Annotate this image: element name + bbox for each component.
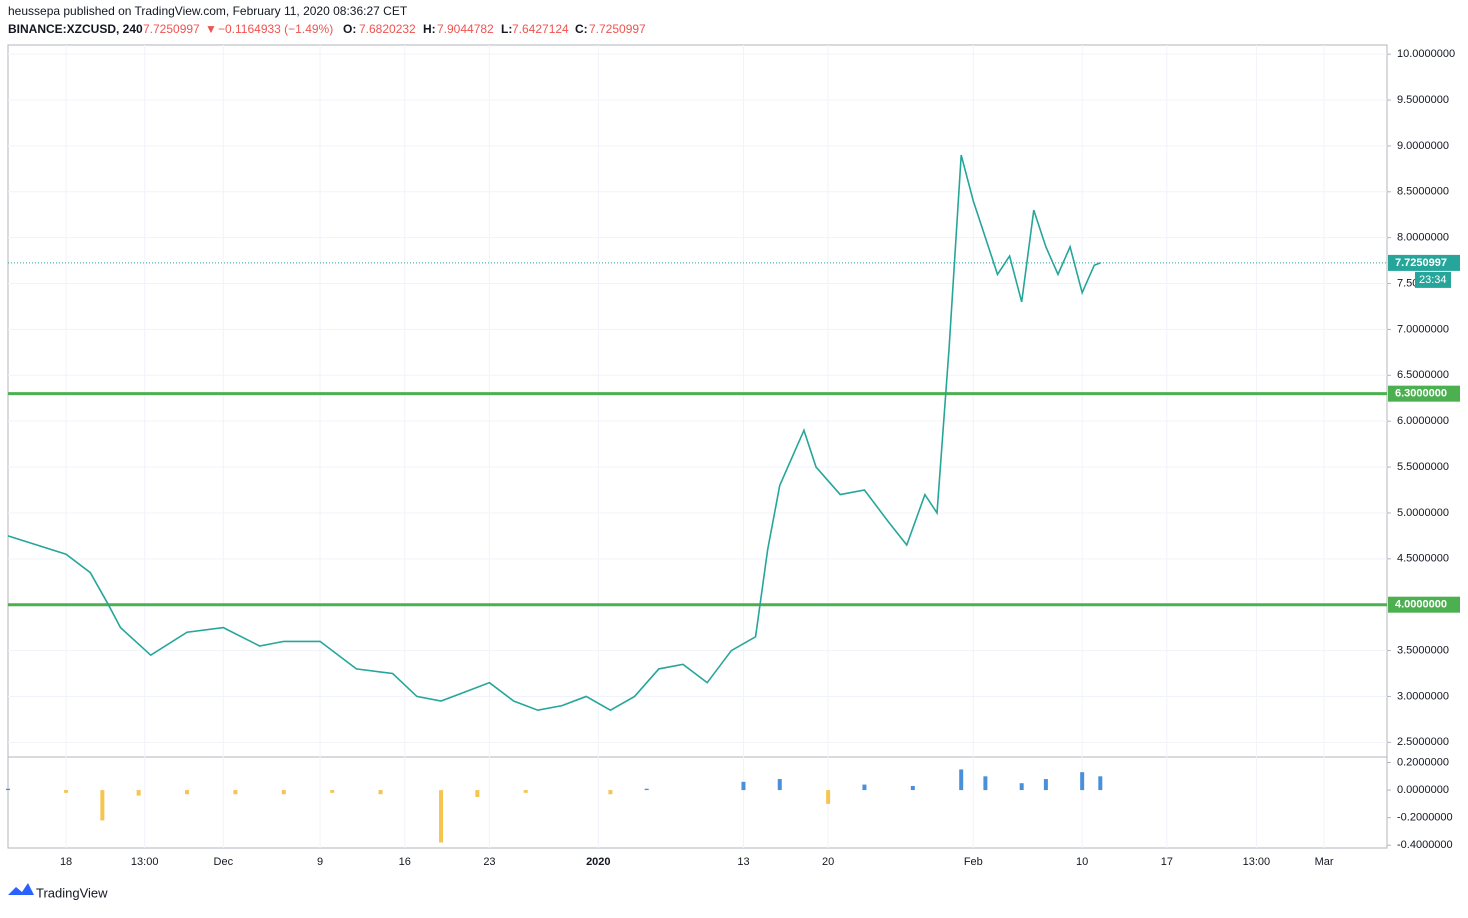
x-tick-label: Mar [1315, 856, 1334, 868]
x-tick-label: 16 [399, 856, 411, 868]
h-label: H: [423, 22, 436, 36]
osc-bar [233, 790, 238, 795]
last-price-label: 7.7250997 [1395, 257, 1447, 269]
x-tick-label: 23 [483, 856, 495, 868]
y-tick-label: 0.2000000 [1397, 756, 1449, 768]
symbol: BINANCE:XZCUSD, 240 [8, 22, 143, 36]
countdown: 23:34 [1419, 274, 1447, 286]
x-tick-label: Dec [214, 856, 234, 868]
x-tick-label: 13 [737, 856, 749, 868]
osc-bar [1043, 779, 1048, 791]
x-tick-label: 13:00 [131, 856, 159, 868]
close: 7.7250997 [589, 22, 646, 36]
osc-bar [910, 785, 915, 791]
osc-bar [330, 790, 335, 793]
osc-bar [100, 790, 105, 821]
y-tick-label: 6.5000000 [1397, 369, 1449, 381]
y-tick-label: -0.4000000 [1397, 839, 1453, 851]
osc-bar [862, 784, 867, 791]
change: −0.1164933 (−1.49%) [218, 22, 333, 36]
high: 7.9044782 [437, 22, 494, 36]
y-tick-label: 5.0000000 [1397, 507, 1449, 519]
x-tick-label: 9 [317, 856, 323, 868]
x-tick-label: Feb [964, 856, 983, 868]
osc-bar [741, 781, 746, 791]
y-tick-label: 0.0000000 [1397, 784, 1449, 796]
x-tick-label: 10 [1076, 856, 1088, 868]
osc-bar [64, 790, 69, 793]
y-tick-label: 8.0000000 [1397, 232, 1449, 244]
y-tick-label: 2.5000000 [1397, 736, 1449, 748]
y-tick-label: 9.5000000 [1397, 94, 1449, 106]
logo [8, 883, 34, 895]
osc-bar [777, 779, 782, 791]
open: 7.6820232 [359, 22, 416, 36]
osc-bar [1080, 772, 1085, 791]
last: 7.7250997 [143, 22, 200, 36]
c-label: C: [575, 22, 588, 36]
osc-bar [281, 790, 286, 795]
x-tick-label: 13:00 [1243, 856, 1271, 868]
y-tick-label: 9.0000000 [1397, 140, 1449, 152]
x-tick-label: 18 [60, 856, 72, 868]
y-tick-label: 10.0000000 [1397, 48, 1455, 60]
o-label: O: [343, 22, 356, 36]
published: heussepa published on TradingView.com, F… [8, 4, 408, 18]
osc-bar [959, 769, 964, 791]
osc-bar [475, 790, 480, 797]
level-label: 4.0000000 [1395, 599, 1447, 611]
x-tick-label: 20 [822, 856, 834, 868]
osc-bar [378, 790, 383, 795]
price-line [7, 154, 1101, 712]
last-price-bg [1388, 254, 1460, 271]
level-label-bg [1388, 385, 1460, 402]
y-tick-label: 6.0000000 [1397, 415, 1449, 427]
osc-bar [136, 790, 141, 796]
y-tick-label: 8.5000000 [1397, 186, 1449, 198]
y-tick-label: 5.5000000 [1397, 461, 1449, 473]
osc-bar [523, 790, 528, 793]
osc-bar [644, 788, 649, 791]
osc-bar [185, 790, 190, 795]
osc-bar [826, 790, 831, 804]
x-tick-label: 2020 [586, 856, 610, 868]
y-tick-label: 4.5000000 [1397, 553, 1449, 565]
x-tick-label: 17 [1161, 856, 1173, 868]
l-label: L: [501, 22, 512, 36]
osc-bar [1098, 776, 1103, 791]
countdown-bg [1415, 271, 1451, 288]
level-label-bg [1388, 596, 1460, 613]
arrow: ▼ [205, 22, 217, 36]
osc-bar [983, 776, 988, 791]
y-tick-label: -0.2000000 [1397, 812, 1453, 824]
osc-bar [1019, 783, 1024, 791]
osc-bar [439, 790, 444, 843]
osc-bar [608, 790, 613, 795]
level-label: 6.3000000 [1395, 388, 1447, 400]
y-tick-label: 3.0000000 [1397, 690, 1449, 702]
brand: TradingView [36, 885, 108, 900]
y-tick-label: 7.50 [1397, 277, 1418, 289]
y-tick-label: 7.0000000 [1397, 323, 1449, 335]
low: 7.6427124 [512, 22, 569, 36]
y-tick-label: 3.5000000 [1397, 644, 1449, 656]
osc-bar [6, 788, 10, 791]
chart-frame [7, 44, 1388, 849]
